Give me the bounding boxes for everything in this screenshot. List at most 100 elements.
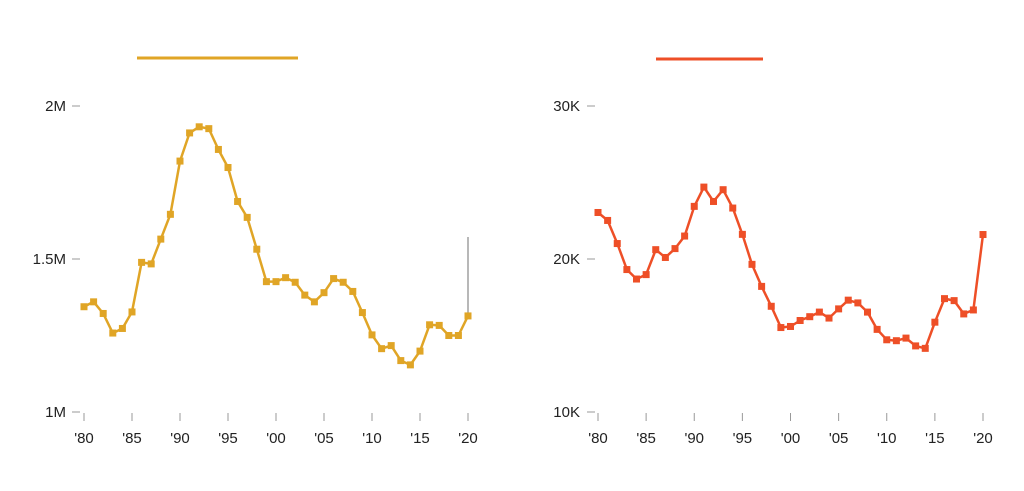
data-point [700,183,708,191]
data-point [387,342,395,350]
x-tick-label: '10 [877,430,897,447]
x-tick-label: '10 [362,430,382,447]
data-point [835,305,843,313]
data-point [301,291,309,299]
x-tick-label: '15 [925,430,945,447]
x-tick-label: '80 [588,430,608,447]
data-point [445,332,453,339]
chart-left: 1M 1.5M 2M '80 '85 '90 '95 '00 '05 '10 '15 '20 [33,56,478,447]
data-point [358,309,366,317]
data-point [758,282,766,290]
data-point [349,287,357,295]
data-point [873,325,881,333]
series-line [83,125,470,367]
data-point [950,297,958,305]
data-point [661,253,669,261]
data-point [844,296,852,304]
data-point [378,345,386,353]
data-point [921,344,929,352]
data-point [416,347,424,355]
x-tick-label: '00 [781,430,801,447]
x-tick-label: '05 [314,430,334,447]
x-tick-label: '85 [122,430,142,447]
data-point [243,213,251,221]
data-point [825,314,833,322]
data-point [748,260,756,268]
data-point [969,306,977,314]
data-point [109,329,117,337]
data-point [815,308,823,316]
data-point [854,299,862,307]
data-point [623,266,631,274]
data-point [960,310,968,318]
data-point [604,216,612,224]
data-point [931,318,939,326]
data-point [777,324,785,332]
x-tick-label: '95 [733,430,753,447]
data-point [339,278,347,286]
x-tick-label: '15 [410,430,430,447]
x-tick-label: '95 [218,430,238,447]
data-point [719,186,727,194]
data-point [320,289,328,297]
data-point [883,336,891,344]
data-point [397,357,405,365]
data-point [166,210,174,218]
data-point [157,235,165,243]
x-tick-label: '00 [266,430,286,447]
data-point [205,125,213,133]
data-point [90,298,98,306]
data-point [979,231,987,239]
data-point [671,245,679,253]
x-tick-label: '20 [458,430,478,447]
x-tick-label: '05 [829,430,849,447]
data-point [186,129,194,137]
data-point [224,164,232,172]
data-point [118,324,126,332]
data-point [787,322,794,330]
data-point [99,309,107,317]
data-point [147,260,155,268]
data-point [368,331,376,339]
data-point [138,258,146,266]
data-point [454,332,462,339]
y-tick-label: 1.5M [33,251,66,268]
data-point [729,204,737,212]
data-point [690,202,698,210]
data-point [738,230,746,238]
data-point [681,232,689,240]
data-point [128,308,136,316]
data-point [214,145,222,153]
data-point [195,123,203,131]
data-point [806,313,814,321]
data-point [262,278,270,286]
data-point [652,246,660,254]
y-tick-label: 1M [45,404,66,421]
data-point [710,197,717,205]
x-tick-label: '80 [74,430,94,447]
chart-right: 10K 20K 30K '80 '85 '90 '95 '00 '05 '10 '15 '20 [553,57,993,447]
x-tick-label: '90 [684,430,704,447]
data-point [767,302,775,310]
data-point [796,317,804,325]
data-point [80,303,88,311]
data-point [435,321,443,329]
data-point [594,208,602,216]
y-tick-label: 10K [553,404,580,421]
y-tick-label: 2M [45,98,66,115]
data-point [426,321,434,329]
data-point [902,334,910,342]
data-point [253,245,261,253]
data-point [633,275,640,283]
data-point [310,298,318,306]
data-point [272,278,280,286]
data-point [941,295,948,303]
data-point [613,240,621,248]
data-point [642,271,650,279]
y-tick-label: 20K [553,251,580,268]
data-point [864,308,871,316]
x-tick-label: '90 [170,430,190,447]
data-point [291,278,299,286]
